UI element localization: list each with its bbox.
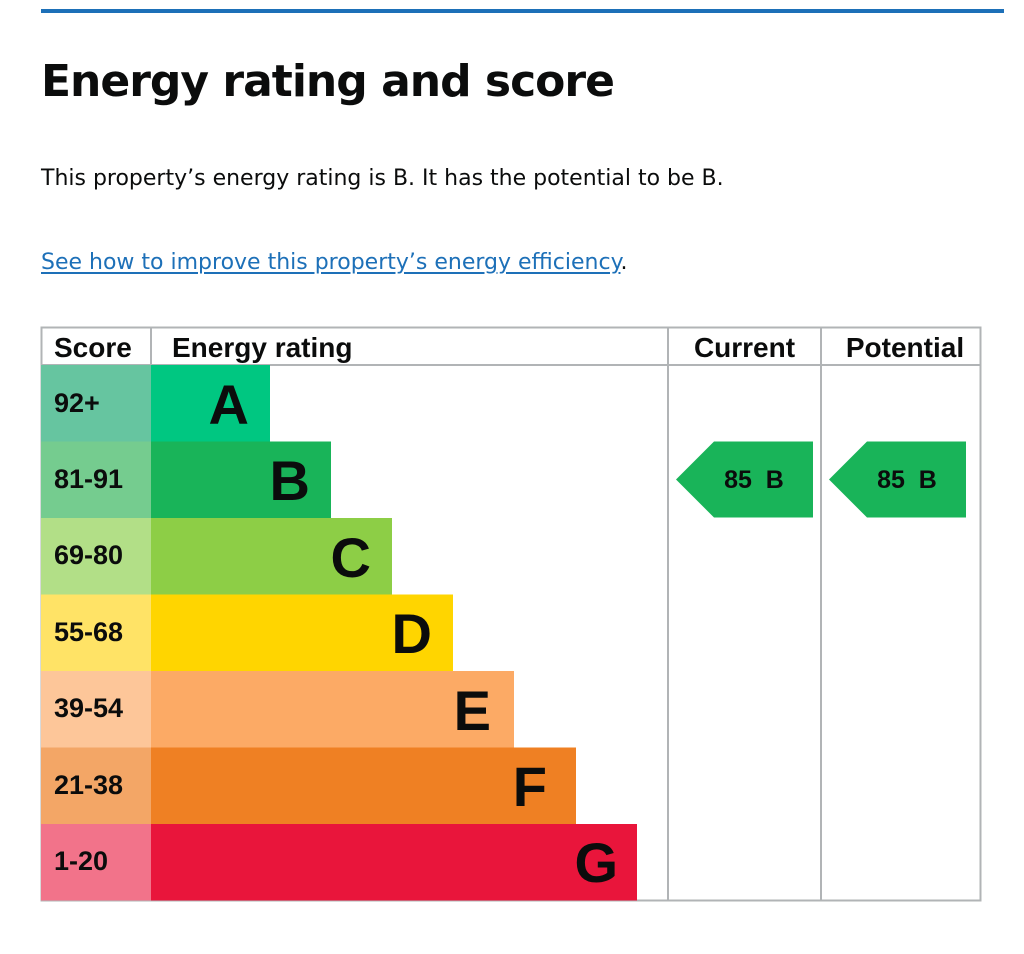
potential-rating-label: 85 B (877, 466, 937, 494)
current-column-header: Current (694, 332, 795, 363)
score-cell-e (41, 671, 151, 748)
band-letter-d: D (392, 602, 432, 665)
band-bar-e (151, 671, 514, 748)
band-bar-b (151, 441, 331, 518)
band-letter-e: E (454, 679, 491, 742)
band-letter-c: C (331, 526, 371, 589)
current-rating-label: 85 B (724, 466, 784, 494)
link-trailing-period: . (620, 250, 628, 275)
band-letter-f: F (513, 755, 547, 818)
score-range-f: 21-38 (54, 770, 123, 800)
top-rule (41, 9, 1004, 13)
energy-rating-summary: This property’s energy rating is B. It h… (41, 166, 724, 191)
band-bar-d (151, 594, 453, 671)
band-bar-f (151, 747, 576, 824)
improve-energy-efficiency-link[interactable]: See how to improve this property’s energ… (41, 250, 621, 275)
band-bar-g (151, 824, 637, 901)
band-bar-c (151, 518, 392, 595)
score-cell-a (41, 365, 151, 442)
band-letter-b: B (270, 449, 310, 512)
score-cell-c (41, 518, 151, 595)
score-cell-d (41, 594, 151, 671)
energy-rating-column-header: Energy rating (172, 332, 352, 363)
score-range-d: 55-68 (54, 617, 123, 647)
score-cell-f (41, 747, 151, 824)
current-rating-arrow (676, 441, 813, 518)
score-range-e: 39-54 (54, 693, 123, 723)
score-range-a: 92+ (54, 388, 100, 418)
score-cell-b (41, 441, 151, 518)
score-column-header: Score (54, 332, 132, 363)
score-cell-g (41, 824, 151, 901)
score-range-b: 81-91 (54, 464, 123, 494)
page-title: Energy rating and score (41, 56, 615, 107)
potential-rating-arrow (829, 441, 966, 518)
band-letter-g: G (574, 831, 618, 894)
band-letter-a: A (209, 373, 249, 436)
improve-link-line: See how to improve this property’s energ… (41, 247, 627, 279)
band-bar-a (151, 365, 270, 442)
potential-column-header: Potential (846, 332, 964, 363)
score-range-g: 1-20 (54, 846, 108, 876)
score-range-c: 69-80 (54, 540, 123, 570)
